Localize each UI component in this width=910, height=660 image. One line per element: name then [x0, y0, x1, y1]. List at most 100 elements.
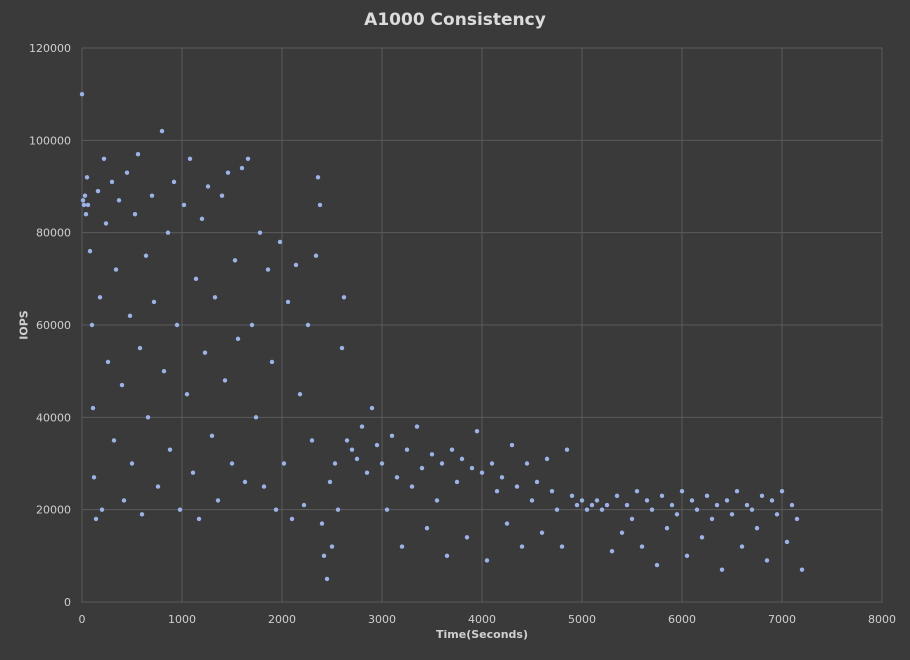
x-tick-label: 5000	[568, 613, 596, 626]
data-point	[644, 498, 650, 503]
data-point	[91, 475, 97, 480]
data-point	[313, 253, 319, 258]
data-point	[129, 461, 135, 466]
data-point	[269, 359, 275, 365]
data-point	[253, 415, 259, 420]
data-point	[202, 350, 208, 355]
data-point	[151, 299, 157, 305]
data-point	[479, 470, 485, 475]
data-point	[679, 489, 685, 494]
data-point	[93, 516, 99, 522]
x-tick-label: 8000	[868, 613, 896, 626]
data-point	[764, 558, 770, 563]
data-point	[399, 544, 405, 549]
data-point	[335, 507, 341, 512]
y-tick-label: 20000	[36, 504, 71, 517]
data-point	[624, 502, 630, 508]
data-point	[529, 498, 535, 503]
x-tick-label: 3000	[368, 613, 396, 626]
data-point	[454, 479, 460, 485]
data-point	[281, 461, 287, 466]
data-point	[293, 262, 299, 268]
data-point	[629, 516, 635, 522]
data-point	[719, 567, 725, 572]
data-point	[654, 562, 660, 568]
data-point	[494, 489, 500, 494]
data-point	[669, 502, 675, 508]
data-point	[184, 392, 190, 397]
data-point	[321, 553, 327, 559]
data-point	[744, 502, 750, 508]
data-point	[124, 170, 130, 175]
data-point	[109, 179, 115, 185]
data-point	[135, 151, 141, 157]
data-point	[103, 221, 109, 226]
data-point	[674, 512, 680, 517]
data-point	[215, 498, 221, 503]
data-point	[87, 248, 93, 254]
data-point	[116, 198, 122, 203]
data-point	[95, 188, 101, 194]
data-point	[324, 576, 330, 582]
data-point	[119, 382, 125, 388]
data-point	[339, 345, 345, 351]
data-point	[329, 544, 335, 549]
data-point	[704, 493, 710, 499]
data-point	[599, 507, 605, 512]
data-point	[789, 502, 795, 508]
data-point	[305, 322, 311, 328]
data-point	[689, 498, 695, 503]
data-point	[584, 507, 590, 512]
data-point	[709, 516, 715, 522]
data-point	[332, 461, 338, 466]
data-point	[229, 461, 235, 466]
data-point	[80, 198, 86, 203]
data-point	[429, 452, 435, 457]
data-point	[659, 493, 665, 499]
x-tick-label: 0	[79, 613, 86, 626]
data-point	[190, 470, 196, 475]
data-point	[574, 502, 580, 508]
data-point	[239, 165, 245, 171]
y-tick-label: 100000	[29, 134, 71, 147]
data-point	[83, 212, 89, 217]
data-point	[193, 276, 199, 282]
data-point	[419, 465, 425, 471]
data-point	[317, 202, 323, 208]
data-point	[464, 535, 470, 540]
data-point	[82, 193, 88, 198]
data-point	[414, 424, 420, 429]
y-tick-label: 0	[64, 596, 71, 609]
data-point	[369, 405, 375, 411]
data-point	[549, 489, 555, 494]
data-point	[289, 516, 295, 522]
data-point	[261, 484, 267, 489]
data-point	[469, 465, 475, 471]
data-point	[749, 507, 755, 512]
data-point	[364, 470, 370, 475]
data-point	[594, 498, 600, 503]
data-point	[504, 521, 510, 526]
data-point	[165, 230, 171, 235]
data-point	[97, 295, 103, 300]
data-point	[222, 378, 228, 383]
data-point	[684, 553, 690, 559]
data-point	[734, 489, 740, 494]
data-point	[105, 359, 111, 365]
data-point	[564, 447, 570, 452]
data-point	[439, 461, 445, 466]
data-point	[111, 438, 117, 443]
y-tick-label: 60000	[36, 319, 71, 332]
data-point	[474, 428, 480, 434]
data-point	[235, 336, 241, 342]
data-point	[664, 525, 670, 531]
data-point	[301, 502, 307, 508]
data-point	[327, 479, 333, 485]
data-point	[196, 516, 202, 522]
data-point	[181, 202, 187, 208]
data-point	[714, 502, 720, 508]
data-point	[579, 498, 585, 503]
data-point	[349, 447, 355, 452]
data-point	[794, 516, 800, 522]
data-point	[161, 368, 167, 374]
